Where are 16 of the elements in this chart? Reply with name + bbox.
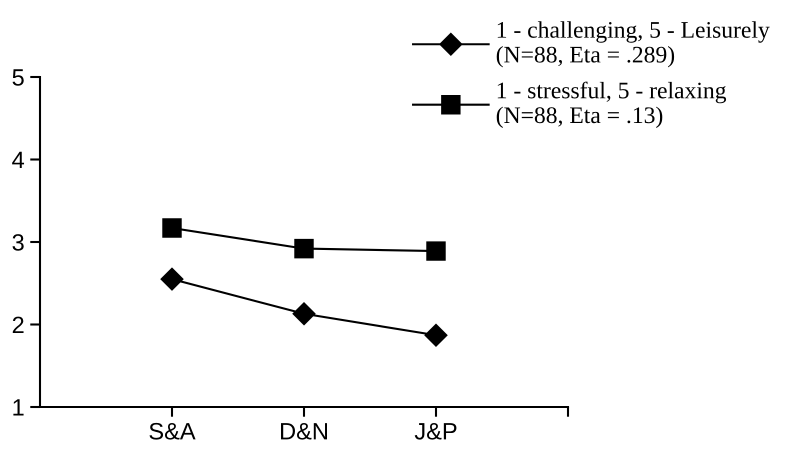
y-tick-label: 3	[12, 234, 24, 251]
x-tick-label: S&A	[149, 422, 196, 440]
point	[160, 268, 184, 291]
y-tick-label: 2	[12, 316, 24, 334]
y-tick-label: 1	[13, 399, 24, 416]
point	[294, 238, 314, 258]
point	[426, 241, 446, 261]
x-tick-label: J&P	[414, 423, 456, 440]
point	[162, 218, 182, 238]
y-tick-label: 4	[12, 152, 24, 168]
legend-label: 1 - challenging, 5 - Leisurely (N=88, Eta = .289)	[496, 21, 770, 68]
x-tick-label: D&N	[281, 423, 327, 440]
point	[424, 324, 448, 347]
y-tick-label: 5	[12, 69, 24, 86]
legend-label: 1 - stressful, 5 - relaxing (N=88, Eta = .13)	[496, 82, 726, 128]
point	[292, 302, 316, 326]
